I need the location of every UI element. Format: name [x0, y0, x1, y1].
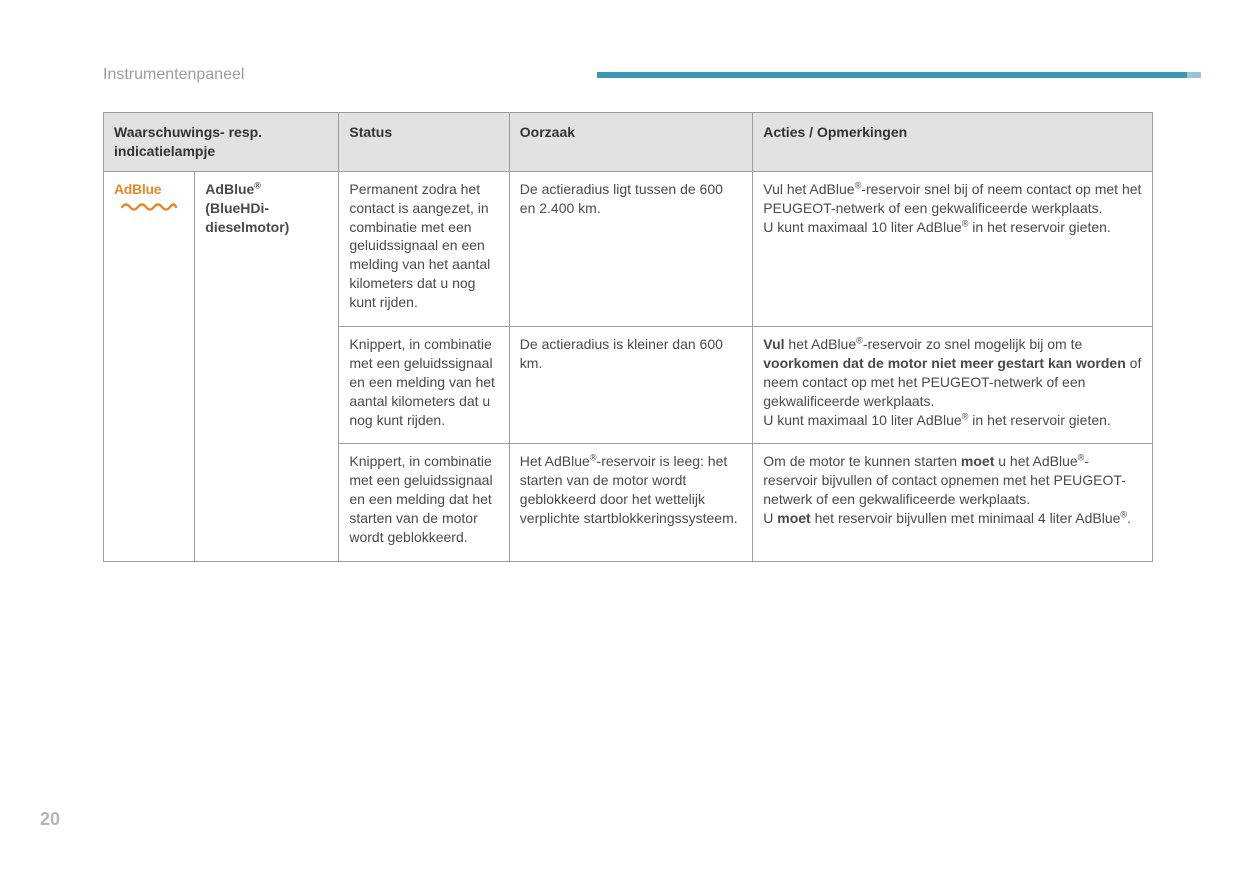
status-cell: Permanent zodra het contact is aangezet,…: [339, 171, 509, 326]
cause-cell: De actieradius is kleiner dan 600 km.: [509, 327, 752, 444]
status-cell: Knippert, in combinatie met een geluidss…: [339, 444, 509, 561]
header-status: Status: [339, 113, 509, 172]
indicator-name: AdBlue® (BlueHDi- dieselmotor): [205, 181, 289, 235]
header-cause: Oorzaak: [509, 113, 752, 172]
cause-cell: De actieradius ligt tussen de 600 en 2.4…: [509, 171, 752, 326]
action-cell: Om de motor te kunnen starten moet u het…: [753, 444, 1153, 561]
indicator-icon-cell: AdBlue: [104, 171, 195, 561]
status-cell: Knippert, in combinatie met een geluidss…: [339, 327, 509, 444]
manual-page: Instrumentenpaneel Waarschuwings- resp. …: [0, 0, 1241, 875]
header-indicator: Waarschuwings- resp. indicatielampje: [104, 113, 339, 172]
table-row: AdBlue AdBlue® (BlueHDi- dieselmotor) Pe…: [104, 171, 1153, 326]
header-actions: Acties / Opmerkingen: [753, 113, 1153, 172]
action-cell: Vul het AdBlue®-reservoir zo snel mogeli…: [753, 327, 1153, 444]
adblue-icon: AdBlue: [114, 180, 184, 199]
indicator-name-cell: AdBlue® (BlueHDi- dieselmotor): [195, 171, 339, 561]
adblue-wave-icon: [114, 201, 184, 211]
section-title: Instrumentenpaneel: [103, 66, 244, 84]
page-number: 20: [40, 809, 60, 830]
table-header-row: Waarschuwings- resp. indicatielampje Sta…: [104, 113, 1153, 172]
page-header: Instrumentenpaneel: [103, 66, 1201, 84]
cause-cell: Het AdBlue®-reservoir is leeg: het start…: [509, 444, 752, 561]
action-cell: Vul het AdBlue®-reservoir snel bij of ne…: [753, 171, 1153, 326]
warning-table: Waarschuwings- resp. indicatielampje Sta…: [103, 112, 1153, 562]
accent-bar: [597, 72, 1201, 78]
